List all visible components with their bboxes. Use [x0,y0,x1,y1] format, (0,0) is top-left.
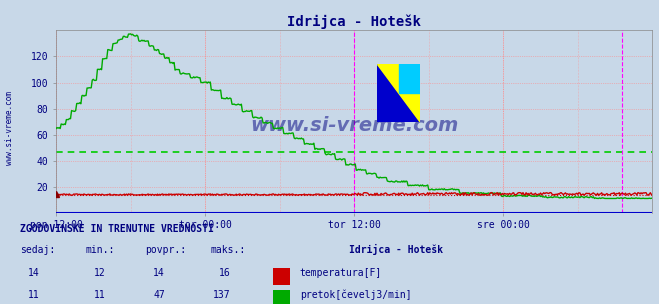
Text: www.si-vreme.com: www.si-vreme.com [5,91,14,165]
Text: 11: 11 [94,290,105,300]
Text: temperatura[F]: temperatura[F] [300,268,382,278]
Text: sedaj:: sedaj: [20,245,55,255]
Text: ZGODOVINSKE IN TRENUTNE VREDNOSTI: ZGODOVINSKE IN TRENUTNE VREDNOSTI [20,224,214,234]
Text: Idrijca - Hotešk: Idrijca - Hotešk [349,244,444,255]
Text: 14: 14 [153,268,165,278]
Text: 12: 12 [94,268,105,278]
Text: povpr.:: povpr.: [145,245,186,255]
Text: 11: 11 [28,290,40,300]
Text: 16: 16 [219,268,231,278]
Title: Idrijca - Hotešk: Idrijca - Hotešk [287,15,421,29]
Text: min.:: min.: [86,245,115,255]
Text: pretok[čevelj3/min]: pretok[čevelj3/min] [300,289,411,300]
FancyBboxPatch shape [273,289,290,304]
Text: 14: 14 [28,268,40,278]
Text: www.si-vreme.com: www.si-vreme.com [250,116,459,135]
Text: 47: 47 [153,290,165,300]
Text: maks.:: maks.: [211,245,246,255]
Text: 137: 137 [213,290,231,300]
FancyBboxPatch shape [273,268,290,285]
